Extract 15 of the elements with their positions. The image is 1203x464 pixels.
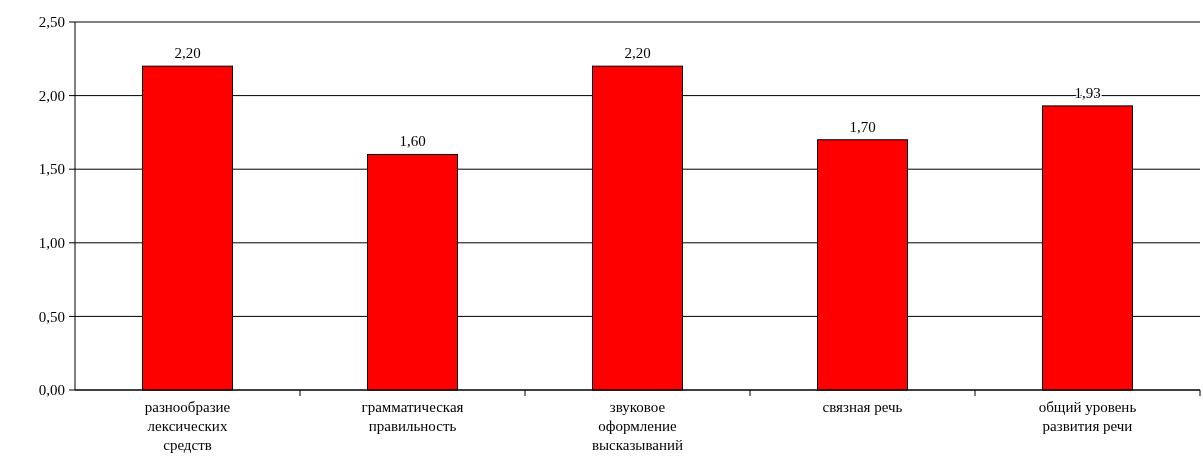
data-label: 2,20 — [624, 45, 651, 62]
y-tick-label: 0,00 — [38, 382, 65, 399]
data-label: 1,60 — [399, 133, 426, 150]
x-tick-label: разнообразие лексических средств — [144, 399, 231, 453]
x-tick-label: звуковое оформление высказываний — [591, 399, 684, 453]
y-tick-label: 2,50 — [38, 14, 65, 31]
y-tick-label: 1,00 — [38, 235, 65, 252]
data-label: 1,70 — [849, 118, 876, 135]
y-tick-label: 2,00 — [38, 87, 65, 104]
x-tick-label: связная речь — [822, 399, 903, 415]
x-tick-label: грамматическая правильность — [361, 399, 464, 434]
y-tick-label: 0,50 — [38, 308, 65, 325]
y-tick-label: 1,50 — [38, 161, 65, 178]
data-label: 2,20 — [174, 45, 201, 62]
x-tick-label: общий уровень развития речи — [1038, 399, 1137, 434]
